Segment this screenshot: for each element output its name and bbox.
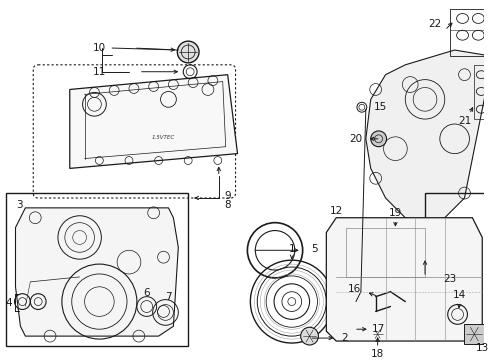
Circle shape	[371, 327, 385, 341]
Text: 6: 6	[144, 288, 150, 298]
Polygon shape	[326, 218, 482, 341]
Text: 8: 8	[224, 200, 231, 210]
Bar	[450, 9, 490, 56]
Circle shape	[301, 327, 318, 345]
Text: 13: 13	[476, 343, 489, 353]
Text: 15: 15	[374, 102, 387, 112]
Text: 1: 1	[289, 244, 295, 254]
Text: 2: 2	[341, 333, 347, 343]
Text: 19: 19	[389, 208, 402, 218]
Polygon shape	[16, 208, 178, 336]
Polygon shape	[70, 75, 238, 168]
Bar	[346, 228, 425, 277]
Text: 10: 10	[93, 43, 106, 53]
Text: 22: 22	[428, 19, 441, 30]
Text: 23: 23	[443, 274, 456, 284]
Text: 5: 5	[311, 244, 318, 254]
Bar	[474, 65, 490, 119]
Text: 11: 11	[93, 67, 106, 77]
Text: 14: 14	[453, 290, 466, 300]
Text: 18: 18	[371, 349, 384, 359]
Polygon shape	[465, 324, 484, 344]
Text: 1.5VTEC: 1.5VTEC	[152, 135, 175, 140]
Polygon shape	[366, 50, 489, 223]
Text: 12: 12	[330, 206, 343, 216]
Text: 7: 7	[165, 292, 172, 302]
Circle shape	[177, 41, 199, 63]
Text: 21: 21	[458, 116, 471, 126]
Text: 4: 4	[5, 298, 12, 307]
Text: 9: 9	[224, 191, 231, 201]
Text: 16: 16	[347, 284, 361, 294]
Circle shape	[371, 131, 387, 147]
Text: 17: 17	[372, 324, 385, 334]
Bar	[425, 193, 490, 336]
Text: 20: 20	[349, 134, 363, 144]
Text: 3: 3	[16, 200, 23, 210]
Polygon shape	[386, 252, 460, 275]
Bar	[5, 193, 188, 346]
